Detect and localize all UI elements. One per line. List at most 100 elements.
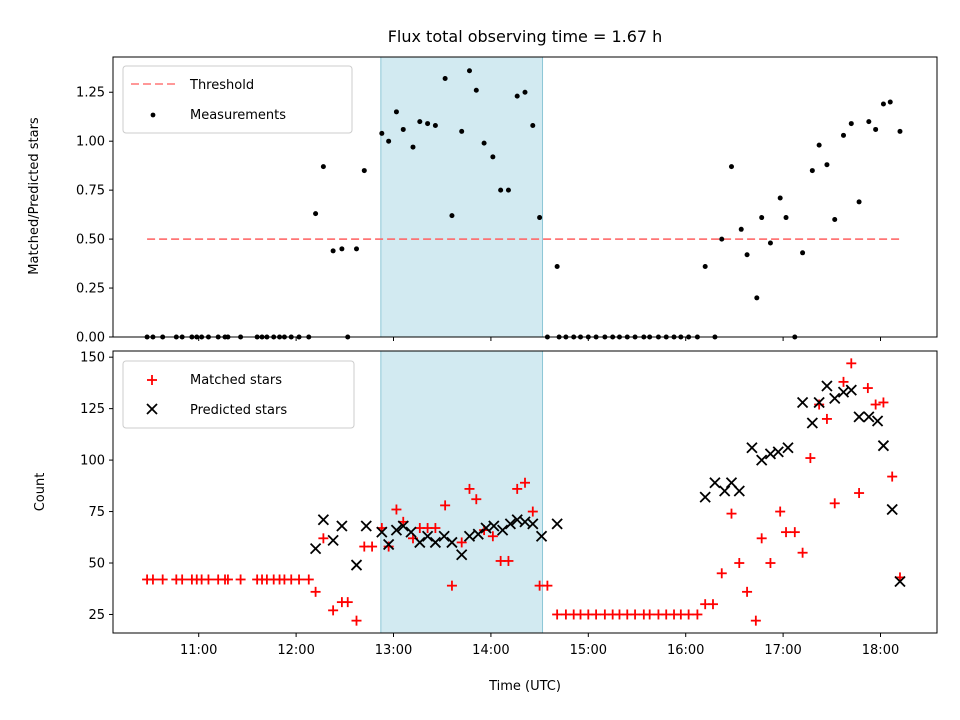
predicted-star-point — [699, 491, 711, 503]
cross-b — [446, 536, 458, 549]
matched-star-point — [391, 504, 402, 515]
cross-b — [699, 491, 711, 503]
matched-star-point — [542, 580, 553, 591]
predicted-star-point — [438, 530, 450, 542]
x-tick-label: 14:00 — [472, 643, 509, 658]
cross-b — [438, 530, 450, 542]
measurement-point — [759, 215, 765, 221]
measurement-point — [719, 236, 725, 242]
y-tick-label: 50 — [88, 557, 105, 572]
measurement-point — [425, 121, 431, 127]
predicted-star-point — [772, 446, 784, 458]
cross-b — [383, 538, 395, 551]
cross-b — [480, 522, 492, 534]
measurement-point — [410, 144, 416, 150]
measurement-point — [498, 187, 504, 193]
bottom-axes: 25 50 75 100 125 150 11:00 12:00 13:00 14:00 15:00… — [80, 350, 938, 658]
predicted-star-point — [383, 538, 395, 551]
bottom-legend: Matched stars Predicted stars — [122, 360, 355, 429]
measurement-point — [386, 138, 392, 144]
matched-star-point — [471, 494, 482, 505]
predicted-star-point — [756, 454, 768, 466]
measurement-point — [330, 248, 336, 254]
matched-star-point — [750, 615, 761, 626]
predicted-star-point — [863, 411, 875, 423]
matched-star-point — [367, 541, 378, 552]
matched-star-point — [456, 537, 467, 548]
x-tick-label: 15:00 — [570, 643, 607, 658]
predicted-star-point — [886, 503, 898, 516]
cross-b — [877, 440, 890, 452]
predicted-star-point — [414, 536, 426, 549]
cross-b — [806, 417, 818, 429]
cross-b — [719, 485, 731, 497]
matched-star-point — [887, 471, 898, 482]
predicted-star-point — [845, 384, 857, 396]
matched-star-point — [342, 597, 353, 608]
measurement-point — [481, 140, 487, 146]
predicted-star-point — [488, 520, 500, 532]
matched-star-point — [692, 609, 703, 620]
matched-star-point — [829, 498, 840, 509]
predicted-star-point — [360, 520, 372, 532]
matched-star-point — [147, 574, 158, 585]
measurement-point — [466, 68, 472, 74]
x-tick-label: 13:00 — [375, 643, 412, 658]
cross-b — [309, 542, 322, 555]
cross-b — [350, 559, 363, 571]
matched-star-point — [821, 413, 832, 424]
measurement-point — [783, 215, 789, 221]
cross-b — [886, 503, 898, 516]
matched-star-point — [726, 508, 737, 519]
chart-title: Flux total observing time = 1.67 h — [388, 27, 663, 46]
predicted-star-point — [504, 518, 517, 530]
matched-star-point — [464, 483, 475, 494]
predicted-star-point — [796, 396, 809, 409]
predicted-star-point — [397, 520, 409, 532]
predicted-star-point — [894, 575, 906, 588]
measurement-point — [459, 128, 465, 134]
predicted-star-point — [317, 514, 330, 526]
y-tick-label: 0.00 — [76, 331, 105, 346]
matched-star-point — [430, 523, 441, 534]
x-tick-label: 12:00 — [277, 643, 314, 658]
matched-star-point — [630, 609, 641, 620]
cross-b — [853, 411, 865, 423]
matched-star-point — [797, 547, 808, 558]
legend-matched-label: Matched stars — [190, 373, 282, 388]
cross-b — [405, 526, 417, 538]
matched-star-point — [310, 586, 321, 597]
measurement-point — [417, 119, 423, 125]
matched-star-point — [328, 605, 339, 616]
matched-star-point — [294, 574, 305, 585]
predicted-star-point — [350, 559, 363, 571]
matched-star-point — [683, 609, 694, 620]
matched-star-point — [318, 533, 329, 544]
matched-star-point — [781, 527, 792, 538]
matched-star-point — [805, 453, 816, 464]
cross-b — [456, 549, 468, 561]
measurement-point — [809, 168, 815, 174]
matched-star-point — [222, 574, 233, 585]
predicted-star-point — [551, 518, 563, 530]
measurement-point — [744, 252, 750, 258]
cross-b — [772, 446, 784, 458]
cross-b — [894, 575, 906, 588]
x-tick-label: 16:00 — [667, 643, 704, 658]
y-tick-label: 25 — [88, 608, 105, 623]
measurement-point — [767, 240, 773, 246]
predicted-star-point — [746, 442, 758, 454]
predicted-star-point — [853, 411, 865, 423]
cross-b — [376, 526, 388, 538]
measurement-point — [887, 99, 893, 105]
cross-b — [488, 520, 500, 532]
measurement-point — [313, 211, 319, 217]
predicted-star-point — [733, 485, 745, 497]
measurement-point — [816, 142, 822, 148]
predicted-star-point — [327, 534, 339, 547]
x-tick-label: 17:00 — [764, 643, 801, 658]
matched-star-point — [512, 483, 523, 494]
legend-measurements-marker — [150, 112, 156, 118]
observing-span-top — [380, 57, 544, 337]
legend-measurements-label: Measurements — [190, 108, 286, 123]
